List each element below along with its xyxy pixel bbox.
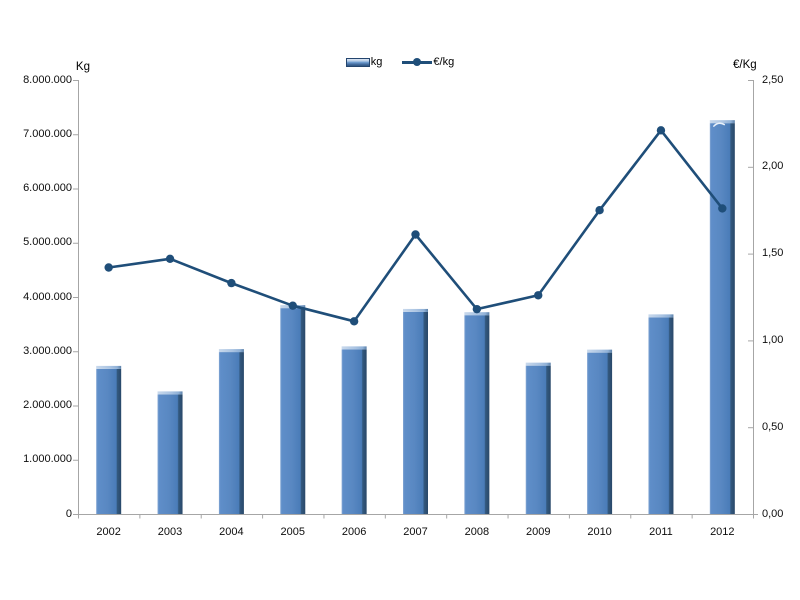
- point-2004: [227, 278, 236, 288]
- point-2012: [718, 204, 727, 213]
- legend: kg €/kg: [0, 54, 800, 70]
- x-axis-tick-label: 2006: [341, 526, 367, 538]
- bar-cap-2009: [525, 362, 551, 366]
- y-left-tick-label: 3.000.000: [23, 344, 72, 357]
- y-right-tick-label: 2,50: [762, 73, 784, 86]
- bar-glint: [713, 122, 726, 127]
- x-axis-tick-label: 2005: [280, 526, 305, 538]
- bar-cap-2010: [587, 349, 613, 353]
- point-2006: [349, 317, 359, 326]
- bar-2010: [587, 352, 613, 514]
- point-2007: [411, 230, 420, 239]
- legend-label-kg: kg: [370, 56, 383, 68]
- point-2003: [165, 254, 175, 264]
- y-left-tick-label: 2.000.000: [23, 399, 72, 411]
- bar-2011: [648, 317, 674, 514]
- y-left-tick-label: 8.000.000: [23, 73, 72, 86]
- point-2008: [472, 304, 482, 314]
- bar-2008: [464, 315, 490, 514]
- x-axis-tick-label: 2004: [219, 526, 244, 538]
- y-left-tick-label: 1.000.000: [23, 453, 72, 466]
- legend-item-kg: kg: [345, 56, 383, 68]
- y-left-tick-label: 5.000.000: [23, 236, 72, 249]
- point-2010: [595, 206, 604, 215]
- y-left-tick-label: 0: [65, 507, 72, 520]
- point-2009: [534, 291, 543, 300]
- x-axis-tick-label: 2009: [525, 526, 551, 538]
- bar-cap-2004: [218, 349, 244, 353]
- x-axis-tick-label: 2012: [710, 526, 735, 538]
- eur-per-kg-line: [107, 129, 724, 323]
- bar-cap-2006: [341, 346, 367, 350]
- bar-2012: [709, 123, 735, 515]
- bar-cap-2012: [709, 120, 735, 124]
- y-right-tick-label: 1,50: [762, 247, 784, 260]
- bar-cap-2007: [403, 308, 428, 312]
- bar-2009: [525, 365, 551, 514]
- bar-cap-2002: [96, 365, 122, 369]
- bar-cap-2003: [157, 391, 183, 395]
- right-axis-title: €/Kg: [733, 59, 757, 71]
- bar-cap-2008: [464, 312, 490, 316]
- kg-bar-swatch-icon: [345, 57, 370, 67]
- point-2002: [104, 263, 113, 272]
- point-2011: [656, 126, 666, 135]
- bar-2007: [403, 311, 428, 514]
- x-axis-tick-label: 2008: [464, 526, 490, 538]
- bar-cap-2011: [648, 314, 674, 318]
- x-axis-tick-label: 2011: [649, 526, 673, 538]
- y-right-tick-label: 0,50: [762, 420, 784, 433]
- bar-2002: [96, 368, 122, 514]
- x-axis-tick-label: 2007: [403, 526, 428, 538]
- bar-2006: [341, 349, 367, 514]
- x-axis-tick-label: 2002: [96, 526, 121, 538]
- y-right-tick-label: 2,00: [762, 160, 784, 173]
- legend-label-eur-per-kg: €/kg: [433, 56, 455, 68]
- legend-item-eur-per-kg: €/kg: [402, 56, 454, 68]
- point-2005: [288, 301, 297, 310]
- y-left-tick-label: 4.000.000: [23, 290, 72, 303]
- y-left-tick-label: 7.000.000: [23, 127, 72, 140]
- y-right-tick-label: 0,00: [762, 507, 784, 520]
- x-axis-tick-label: 2003: [157, 526, 183, 538]
- left-axis-title: Kg: [75, 61, 90, 73]
- y-left-tick-label: 6.000.000: [23, 182, 72, 194]
- bar-2003: [157, 394, 183, 514]
- bar-2004: [218, 352, 244, 514]
- x-axis-tick-label: 2010: [587, 526, 612, 538]
- eur-line-swatch-icon: [402, 57, 433, 67]
- y-right-tick-label: 1,00: [762, 333, 784, 346]
- bar-2005: [280, 308, 306, 514]
